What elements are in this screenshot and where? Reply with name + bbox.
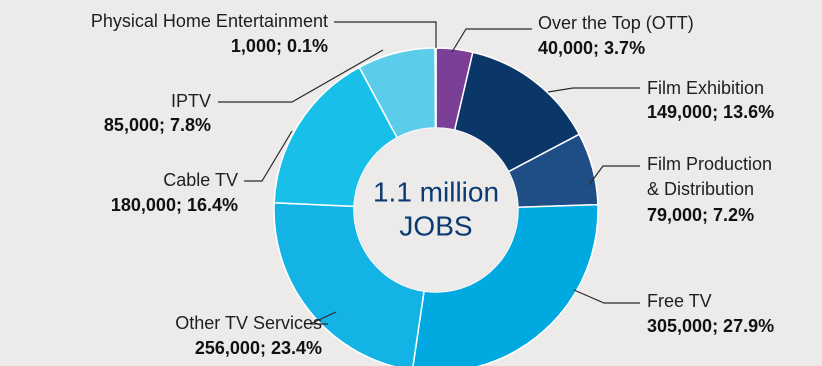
- leader-line-iptv: [218, 49, 384, 103]
- center-label-line-2: JOBS: [399, 210, 472, 241]
- slice-label-name-physical-home-entertainment: Physical Home Entertainment: [91, 11, 328, 31]
- slice-label-name-cable-tv: Cable TV: [163, 170, 238, 190]
- center-label-line-1: 1.1 million: [373, 176, 499, 207]
- leader-line-physical-home-entertainment: [334, 21, 437, 48]
- slice-label-value-physical-home-entertainment: 1,000; 0.1%: [231, 36, 328, 56]
- slice-label-value-film-production-and-distribution: 79,000; 7.2%: [647, 205, 754, 225]
- slice-label-name-over-the-top-ott: Over the Top (OTT): [538, 13, 694, 33]
- slice-label-value-iptv: 85,000; 7.8%: [104, 115, 211, 135]
- leader-line-film-production-and-distribution: [588, 165, 640, 186]
- slice-label-value-cable-tv: 180,000; 16.4%: [111, 195, 238, 215]
- leader-line-over-the-top-ott: [451, 28, 532, 53]
- leader-line-other-tv-services: [309, 311, 337, 325]
- slice-label-value-film-exhibition: 149,000; 13.6%: [647, 102, 774, 122]
- leader-lines: [218, 21, 640, 325]
- leader-line-cable-tv: [244, 130, 293, 182]
- slice-label-value-over-the-top-ott: 40,000; 3.7%: [538, 38, 645, 58]
- donut-hole: [354, 128, 518, 292]
- slice-physical-home-entertainment: [434, 47, 437, 129]
- slice-label-name-iptv: IPTV: [171, 91, 211, 111]
- slice-labels: Over the Top (OTT) 40,000; 3.7%Film Exhib…: [91, 11, 774, 358]
- slice-label-name-other-tv-services: Other TV Services: [175, 313, 322, 333]
- slice-label-name-film-production-and-distribution-line-2: & Distribution: [647, 179, 754, 199]
- slice-label-name-free-tv: Free TV: [647, 291, 712, 311]
- slice-label-name-film-exhibition: Film Exhibition: [647, 78, 764, 98]
- slice-label-value-free-tv: 305,000; 27.9%: [647, 316, 774, 336]
- leader-line-film-exhibition: [547, 87, 640, 93]
- slice-label-value-other-tv-services: 256,000; 23.4%: [195, 338, 322, 358]
- leader-line-free-tv: [573, 289, 640, 304]
- slice-label-name-film-production-and-distribution-line-1: Film Production: [647, 154, 772, 174]
